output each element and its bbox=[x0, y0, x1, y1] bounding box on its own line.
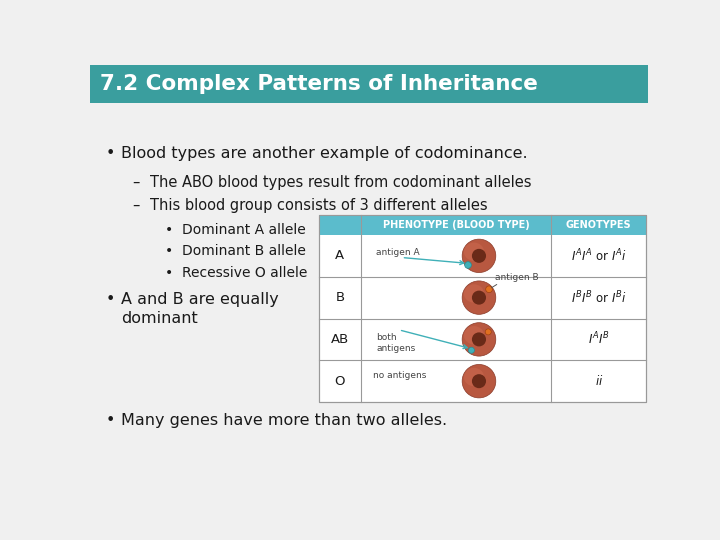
Text: antigen B: antigen B bbox=[495, 273, 539, 282]
Text: •: • bbox=[106, 292, 115, 307]
Text: dominant: dominant bbox=[121, 311, 197, 326]
Bar bbox=[319, 215, 647, 402]
Text: GENOTYPES: GENOTYPES bbox=[566, 220, 631, 230]
Text: $\mathit{I}^A\mathit{I}^B$: $\mathit{I}^A\mathit{I}^B$ bbox=[588, 331, 610, 348]
Bar bbox=[319, 215, 647, 402]
Text: •: • bbox=[106, 413, 115, 428]
Ellipse shape bbox=[485, 329, 491, 335]
Text: The ABO blood types result from codominant alleles: The ABO blood types result from codomina… bbox=[150, 175, 532, 190]
Ellipse shape bbox=[472, 333, 486, 347]
Bar bbox=[90, 65, 648, 104]
Text: •: • bbox=[106, 146, 115, 160]
Text: •: • bbox=[166, 266, 174, 280]
Ellipse shape bbox=[462, 239, 496, 273]
Ellipse shape bbox=[486, 286, 492, 293]
Text: antigen A: antigen A bbox=[377, 248, 420, 257]
Ellipse shape bbox=[472, 291, 486, 305]
Ellipse shape bbox=[472, 374, 486, 388]
Text: This blood group consists of 3 different alleles: This blood group consists of 3 different… bbox=[150, 198, 488, 213]
Text: PHENOTYPE (BLOOD TYPE): PHENOTYPE (BLOOD TYPE) bbox=[383, 220, 530, 230]
Text: no antigens: no antigens bbox=[373, 371, 426, 380]
Ellipse shape bbox=[464, 326, 484, 345]
Text: both
antigens: both antigens bbox=[377, 333, 415, 353]
Ellipse shape bbox=[472, 249, 486, 263]
Ellipse shape bbox=[464, 242, 484, 261]
Text: Many genes have more than two alleles.: Many genes have more than two alleles. bbox=[121, 413, 447, 428]
Text: Blood types are another example of codominance.: Blood types are another example of codom… bbox=[121, 146, 527, 160]
Ellipse shape bbox=[464, 262, 472, 268]
Ellipse shape bbox=[469, 347, 474, 353]
Text: •: • bbox=[166, 244, 174, 258]
Text: A and B are equally: A and B are equally bbox=[121, 292, 279, 307]
Bar bbox=[319, 215, 647, 235]
Text: A: A bbox=[336, 249, 344, 262]
Text: $\mathit{I}^B\mathit{I}^B$ or $\mathit{I}^B\mathit{i}$: $\mathit{I}^B\mathit{I}^B$ or $\mathit{I… bbox=[571, 289, 626, 306]
Text: $\mathit{I}^A\mathit{I}^A$ or $\mathit{I}^A\mathit{i}$: $\mathit{I}^A\mathit{I}^A$ or $\mathit{I… bbox=[571, 247, 626, 264]
Text: Recessive O allele: Recessive O allele bbox=[182, 266, 307, 280]
Ellipse shape bbox=[462, 281, 496, 314]
Text: $\mathit{i}\mathit{i}$: $\mathit{i}\mathit{i}$ bbox=[595, 374, 603, 388]
Ellipse shape bbox=[464, 284, 484, 302]
Text: –: – bbox=[132, 175, 139, 190]
Text: Dominant A allele: Dominant A allele bbox=[182, 222, 306, 237]
Ellipse shape bbox=[462, 364, 496, 398]
Text: –: – bbox=[132, 198, 139, 213]
Text: •: • bbox=[166, 222, 174, 237]
Text: O: O bbox=[335, 375, 345, 388]
Ellipse shape bbox=[462, 323, 496, 356]
Text: B: B bbox=[336, 291, 344, 304]
Text: AB: AB bbox=[330, 333, 349, 346]
Text: Dominant B allele: Dominant B allele bbox=[182, 244, 306, 258]
Ellipse shape bbox=[464, 368, 484, 386]
Text: 7.2 Complex Patterns of Inheritance: 7.2 Complex Patterns of Inheritance bbox=[100, 74, 538, 94]
